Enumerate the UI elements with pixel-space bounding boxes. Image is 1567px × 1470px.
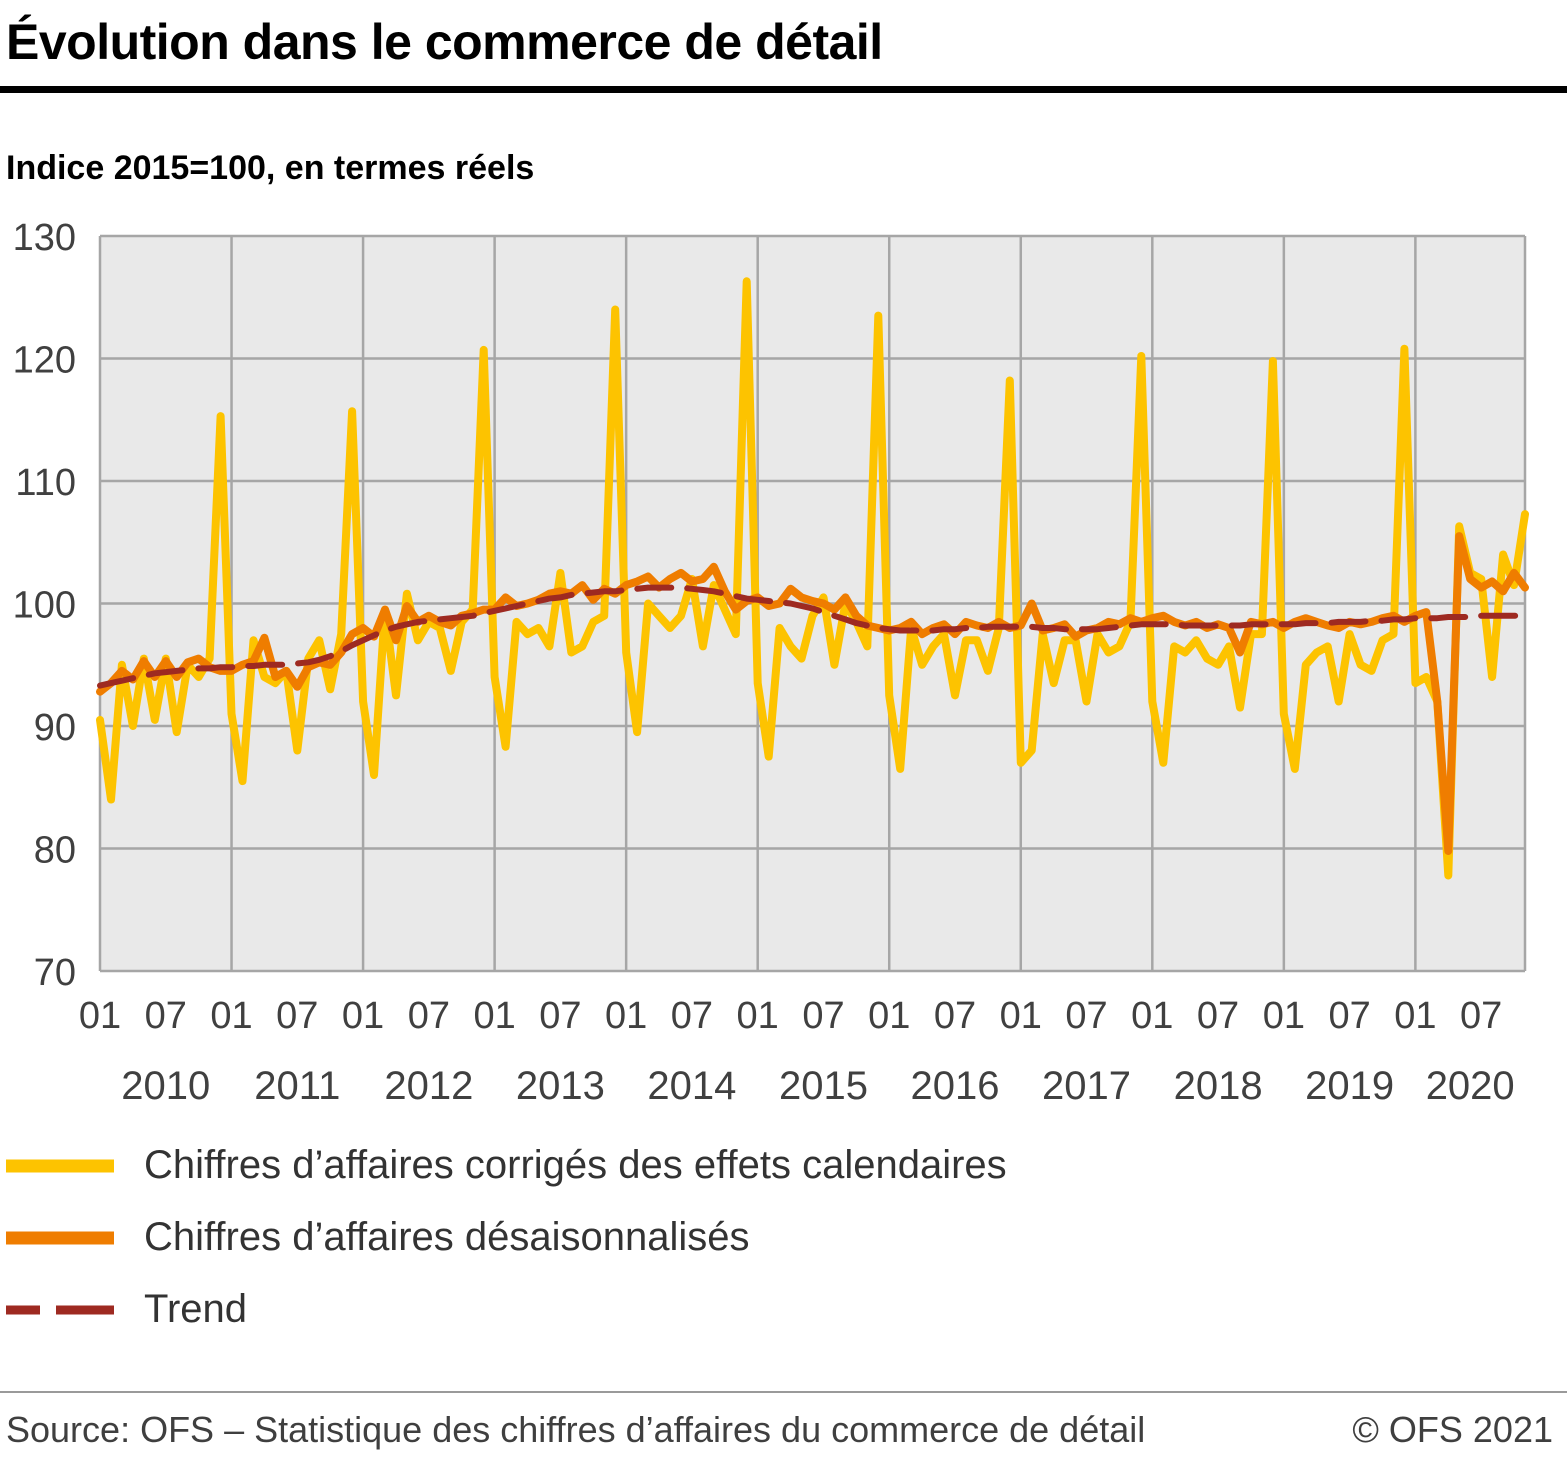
svg-text:01: 01: [1000, 995, 1042, 1037]
legend-swatch-trend-dashed-line-icon: [6, 1305, 114, 1314]
svg-text:07: 07: [408, 995, 450, 1037]
svg-text:2016: 2016: [911, 1064, 1000, 1108]
svg-text:70: 70: [34, 952, 76, 994]
svg-text:2010: 2010: [121, 1064, 210, 1108]
legend-swatch-yellow-line-icon: [6, 1159, 114, 1172]
svg-text:07: 07: [276, 995, 318, 1037]
copyright-text: © OFS 2021: [1352, 1408, 1553, 1450]
svg-text:2014: 2014: [647, 1064, 736, 1108]
footer: Source: OFS – Statistique des chiffres d…: [0, 1393, 1567, 1451]
source-text: Source: OFS – Statistique des chiffres d…: [6, 1408, 1146, 1450]
svg-text:100: 100: [13, 584, 76, 626]
svg-text:01: 01: [1131, 995, 1173, 1037]
svg-text:07: 07: [539, 995, 581, 1037]
svg-text:07: 07: [1460, 995, 1502, 1037]
svg-text:2011: 2011: [254, 1064, 340, 1108]
legend-label-seasonally-adjusted: Chiffres d’affaires désaisonnalisés: [144, 1215, 750, 1259]
svg-text:80: 80: [34, 829, 76, 871]
svg-text:01: 01: [868, 995, 910, 1037]
legend-label-trend: Trend: [144, 1287, 248, 1331]
svg-text:07: 07: [802, 995, 844, 1037]
legend-label-calendar-adjusted: Chiffres d’affaires corrigés des effets …: [144, 1143, 1007, 1187]
title-divider: [0, 85, 1567, 93]
legend-item-trend: Trend: [4, 1279, 1567, 1341]
svg-text:2015: 2015: [779, 1064, 868, 1108]
svg-text:120: 120: [13, 339, 76, 381]
svg-text:07: 07: [1197, 995, 1239, 1037]
legend-item-calendar-adjusted: Chiffres d’affaires corrigés des effets …: [4, 1135, 1567, 1197]
svg-text:01: 01: [342, 995, 384, 1037]
svg-text:90: 90: [34, 707, 76, 749]
legend-item-seasonally-adjusted: Chiffres d’affaires désaisonnalisés: [4, 1207, 1567, 1269]
svg-text:2017: 2017: [1042, 1064, 1131, 1108]
svg-text:01: 01: [737, 995, 779, 1037]
svg-text:2013: 2013: [516, 1064, 605, 1108]
chart-subtitle: Indice 2015=100, en termes réels: [6, 148, 535, 187]
legend-swatch-orange-line-icon: [6, 1231, 114, 1244]
svg-text:01: 01: [605, 995, 647, 1037]
svg-text:2018: 2018: [1174, 1064, 1263, 1108]
svg-text:07: 07: [671, 995, 713, 1037]
svg-text:2020: 2020: [1426, 1064, 1515, 1108]
svg-text:110: 110: [15, 462, 76, 504]
legend: Chiffres d’affaires corrigés des effets …: [4, 1135, 1567, 1341]
svg-text:07: 07: [1065, 995, 1107, 1037]
svg-text:130: 130: [13, 217, 76, 259]
svg-text:01: 01: [210, 995, 252, 1037]
page-title: Évolution dans le commerce de détail: [6, 14, 883, 70]
svg-text:01: 01: [1263, 995, 1305, 1037]
svg-text:01: 01: [1394, 995, 1436, 1037]
footer-divider: [0, 1390, 1567, 1393]
svg-text:2012: 2012: [384, 1064, 473, 1108]
svg-text:07: 07: [934, 995, 976, 1037]
svg-text:01: 01: [473, 995, 515, 1037]
svg-text:01: 01: [79, 995, 121, 1037]
svg-text:2019: 2019: [1305, 1064, 1394, 1108]
svg-text:07: 07: [145, 995, 187, 1037]
svg-text:07: 07: [1328, 995, 1370, 1037]
